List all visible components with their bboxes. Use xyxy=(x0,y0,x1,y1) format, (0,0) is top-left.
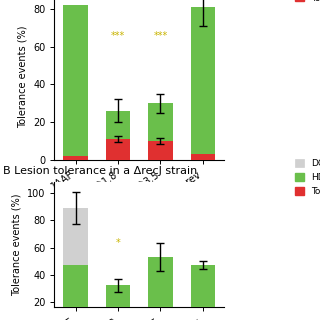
Text: B Lesion tolerance in a ΔrecJ strain: B Lesion tolerance in a ΔrecJ strain xyxy=(3,166,197,176)
Text: *: * xyxy=(116,237,120,247)
Legend: DCLoss, HDGR, Total TLS: DCLoss, HDGR, Total TLS xyxy=(292,156,320,199)
Bar xyxy=(148,141,173,160)
Bar xyxy=(63,156,88,160)
Legend: Total TLS: Total TLS xyxy=(292,0,320,6)
Bar xyxy=(106,111,130,139)
Y-axis label: Tolerance events (%): Tolerance events (%) xyxy=(18,26,28,128)
Bar xyxy=(63,5,88,156)
Bar xyxy=(63,208,88,265)
Y-axis label: Tolerance events (%): Tolerance events (%) xyxy=(12,194,21,296)
Bar xyxy=(190,7,215,154)
Bar xyxy=(106,285,130,320)
Bar xyxy=(190,154,215,160)
Bar xyxy=(190,265,215,320)
Bar xyxy=(106,139,130,160)
Bar xyxy=(63,265,88,320)
Text: ***: *** xyxy=(111,31,125,41)
Bar xyxy=(148,257,173,320)
Bar xyxy=(148,103,173,141)
Text: ***: *** xyxy=(153,31,168,41)
